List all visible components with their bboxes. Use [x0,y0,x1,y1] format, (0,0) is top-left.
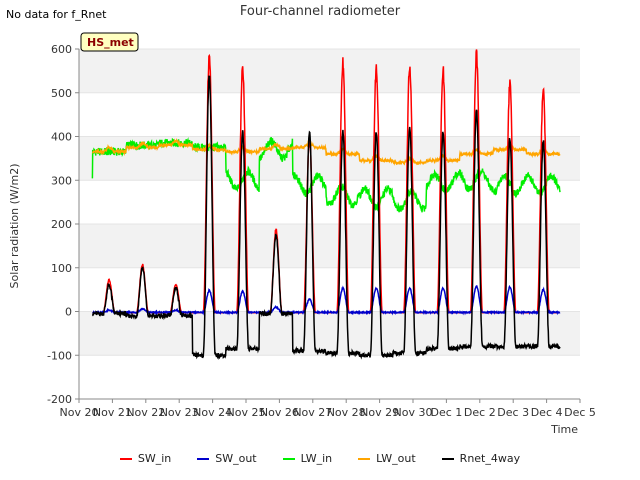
plot-band [79,49,580,93]
y-axis-ticks: -200 -100 0 100 200 300 400 500 600 [47,43,79,406]
x-tick-label: Nov 27 [293,406,332,419]
x-tick-label: Nov 24 [193,406,232,419]
legend-item-lw-out: LW_out [358,452,416,465]
x-tick-label: Nov 25 [227,406,266,419]
legend-label: SW_in [137,452,172,465]
x-tick-label: Nov 26 [260,406,299,419]
x-tick-label: Nov 21 [93,406,132,419]
legend-label: LW_out [376,452,416,465]
legend-swatch [119,457,132,460]
legend-item-rnet-4way: Rnet_4way [441,452,521,465]
series-line-lw-out [91,138,561,166]
hs-met-badge-label: HS_met [87,36,134,49]
no-data-text: No data for f_Rnet [6,8,107,21]
x-tick-label: Nov 30 [394,406,433,419]
y-tick-label: 300 [51,174,72,187]
x-tick-label: Nov 28 [327,406,366,419]
y-tick-label: 400 [51,131,72,144]
y-tick-label: 100 [51,262,72,275]
y-axis-label: Solar radiation (W/m2) [8,163,21,288]
series-line-sw-out [92,284,561,316]
series-line-rnet-4way [91,75,561,361]
plot-band [79,267,580,312]
legend-swatch [358,457,371,460]
x-tick-label: Dec 2 [464,406,496,419]
x-tick-label: Nov 22 [126,406,165,419]
x-tick-label: Dec 1 [431,406,463,419]
legend-label: LW_in [300,452,333,465]
x-tick-label: Dec 5 [564,406,596,419]
legend-swatch [441,457,454,460]
legend-label: Rnet_4way [459,452,521,465]
plot-band [79,224,580,268]
y-tick-label: 0 [65,306,72,319]
y-tick-label: -200 [47,393,72,406]
legend-label: SW_out [215,452,257,465]
plot-band [79,92,580,137]
chart-title: Four-channel radiometer [239,4,401,19]
hs-met-badge: HS_met [80,32,139,52]
series-lines [91,49,561,361]
plot-band [79,355,580,399]
legend-item-sw-out: SW_out [197,452,257,465]
x-tick-label: Dec 4 [531,406,563,419]
legend-item-sw-in: SW_in [119,452,172,465]
x-tick-label: Nov 29 [360,406,399,419]
x-axis-label: Time [550,423,578,436]
x-tick-label: Nov 23 [160,406,199,419]
legend-swatch [282,457,295,460]
y-tick-label: 600 [51,43,72,56]
legend: SW_in SW_out LW_in LW_out Rnet_4way [0,452,640,465]
legend-swatch [197,457,210,460]
y-tick-label: 500 [51,87,72,100]
x-tick-label: Nov 20 [60,406,99,419]
x-tick-label: Dec 3 [497,406,529,419]
legend-item-lw-in: LW_in [282,452,333,465]
y-tick-label: -100 [47,349,72,362]
y-tick-label: 200 [51,218,72,231]
